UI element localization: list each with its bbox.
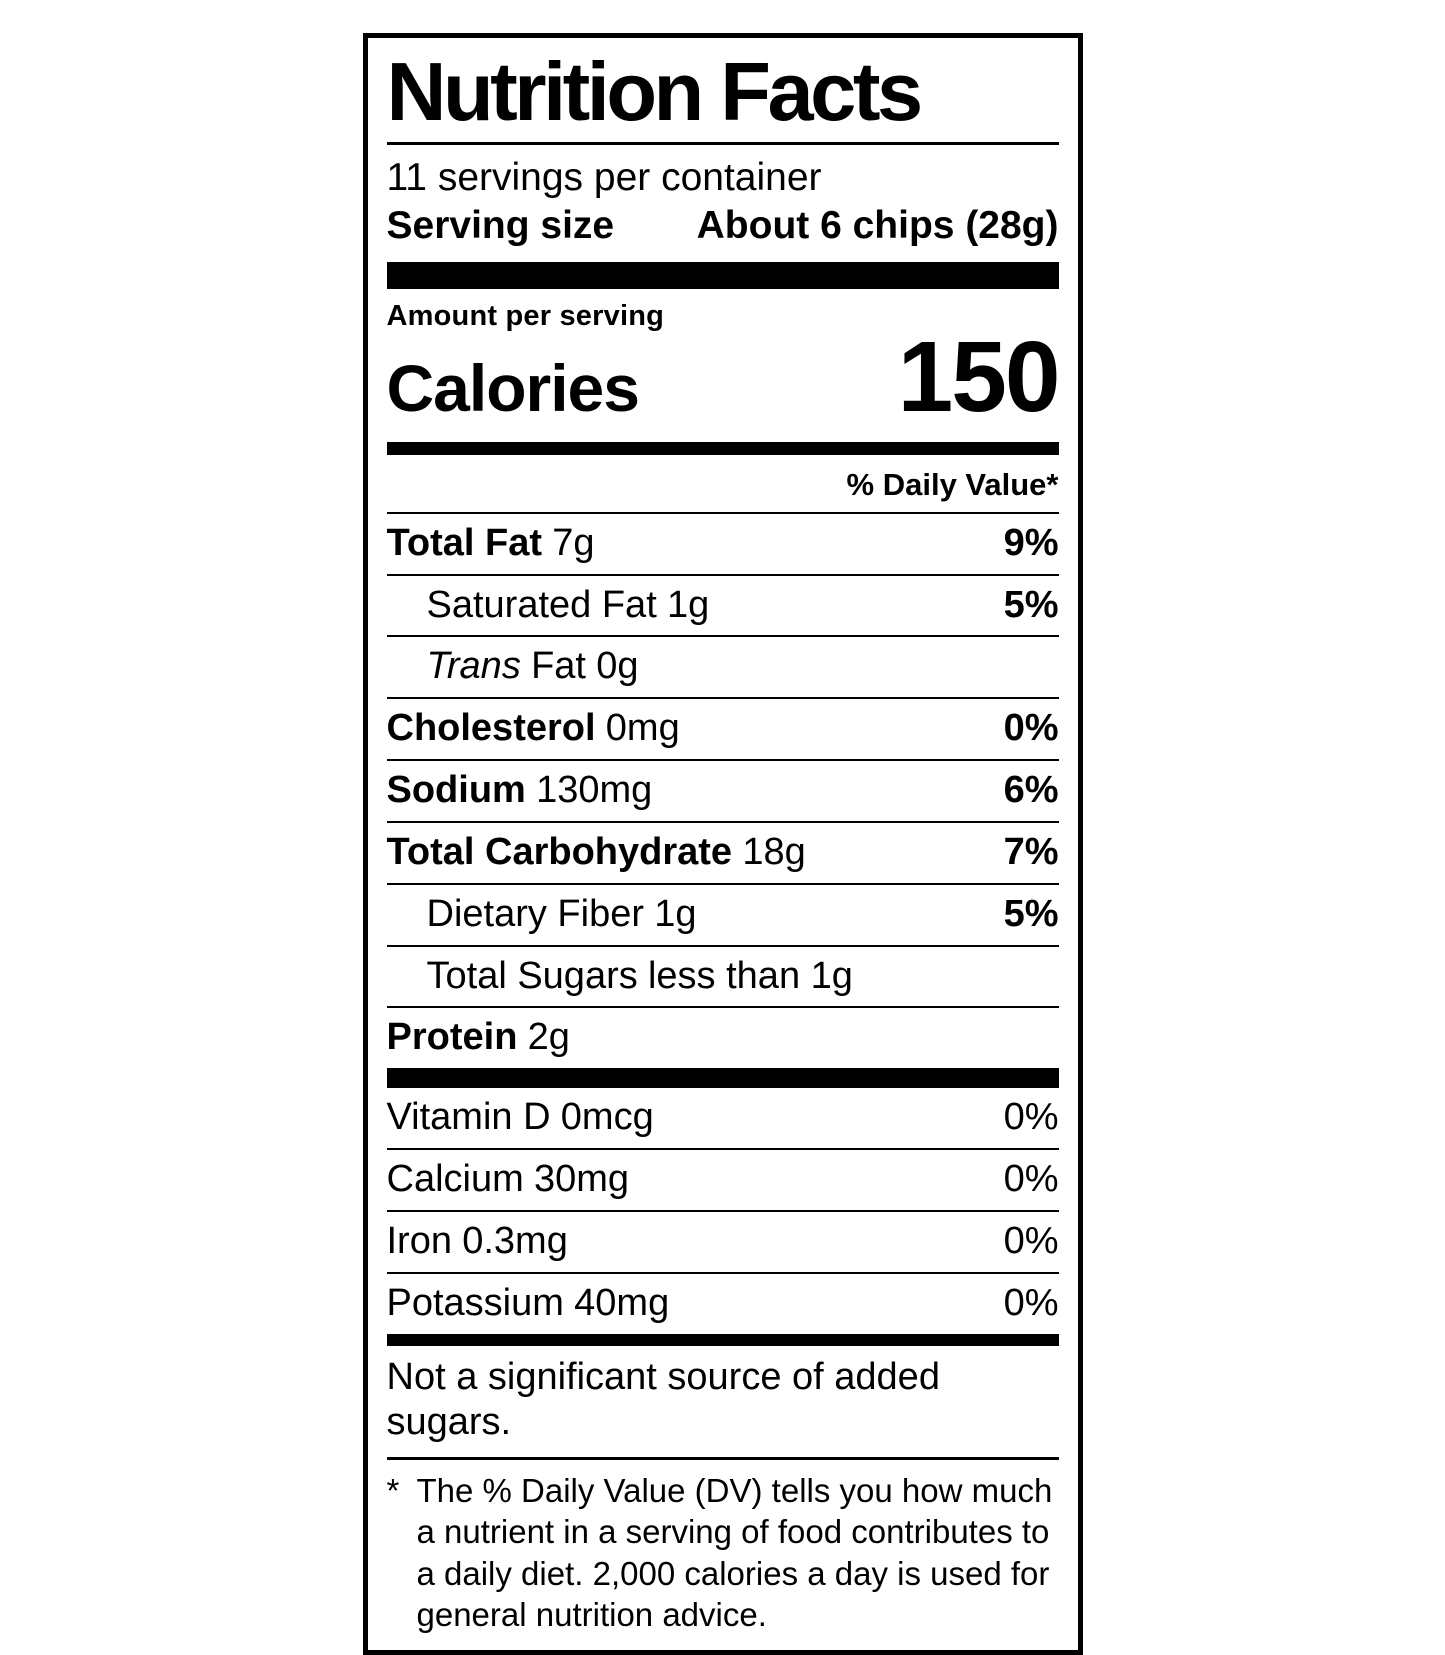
calories-value: 150: [897, 321, 1061, 434]
micronutrient-dv: 0%: [1003, 1281, 1059, 1324]
micronutrient-dv: 0%: [1003, 1219, 1059, 1262]
daily-value-footnote: * The % Daily Value (DV) tells you how m…: [387, 1460, 1059, 1636]
divider-bar-medium: [386, 441, 1059, 455]
serving-size-label: Serving size: [386, 204, 615, 248]
nutrient-dv: 6%: [1003, 769, 1059, 812]
nutrient-row-total-fat: Total Fat 7g 9%: [386, 514, 1059, 576]
footnote-asterisk: *: [386, 1471, 400, 1509]
nutrient-dv: 5%: [1003, 583, 1059, 626]
nutrition-facts-label: Nutrition Facts 11 servings per containe…: [362, 33, 1083, 1655]
nutrient-row-protein: Protein 2g: [387, 1008, 1059, 1068]
label-title: Nutrition Facts: [386, 45, 924, 138]
micronutrient-dv: 0%: [1003, 1158, 1059, 1201]
nutrient-rows: Total Fat 7g 9% Saturated Fat 1g 5% Trans F…: [386, 514, 1059, 1068]
title-divider: [386, 141, 1059, 145]
nutrient-row-dietary-fiber: Dietary Fiber 1g 5%: [386, 885, 1059, 947]
micronutrient-row-potassium: Potassium 40mg 0%: [387, 1274, 1059, 1334]
amount-per-serving-label: Amount per serving: [386, 300, 665, 333]
micronutrient-text: Calcium 30mg: [386, 1158, 630, 1201]
serving-size-row: Serving size About 6 chips (28g): [387, 204, 1059, 249]
nutrient-row-trans-fat: Trans Fat 0g: [386, 637, 1059, 700]
nutrient-text: Dietary Fiber 1g: [426, 892, 697, 935]
micronutrient-text: Potassium 40mg: [386, 1281, 670, 1324]
micronutrient-rows: Vitamin D 0mcg 0% Calcium 30mg 0% Iron 0.3m…: [386, 1088, 1059, 1334]
divider-bar-thin: [386, 1333, 1059, 1346]
nutrient-row-cholesterol: Cholesterol 0mg 0%: [386, 699, 1059, 762]
calories-label: Calories: [386, 351, 640, 426]
nutrient-dv: 0%: [1003, 707, 1059, 750]
divider-bar-thick: [386, 262, 1059, 290]
micronutrient-dv: 0%: [1003, 1096, 1059, 1139]
nutrient-text: Trans Fat 0g: [426, 645, 639, 688]
servings-per-container: 11 servings per container: [386, 155, 822, 199]
nutrient-dv: 5%: [1003, 892, 1059, 935]
serving-size-value: About 6 chips (28g): [696, 204, 1059, 248]
nutrient-text: Cholesterol 0mg: [386, 707, 680, 750]
nutrient-text: Total Carbohydrate 18g: [386, 830, 806, 873]
divider-bar-midthick: [386, 1068, 1059, 1089]
micronutrient-row-vitamin-d: Vitamin D 0mcg 0%: [386, 1088, 1059, 1151]
nutrient-row-saturated-fat: Saturated Fat 1g 5%: [386, 576, 1059, 638]
nutrient-text: Total Sugars less than 1g: [426, 954, 853, 997]
nutrient-text: Sodium 130mg: [386, 769, 653, 812]
micronutrient-row-calcium: Calcium 30mg 0%: [386, 1150, 1059, 1212]
added-sugars-note: Not a significant source of added sugars…: [386, 1346, 1059, 1460]
daily-value-header: % Daily Value*: [386, 455, 1059, 514]
micronutrient-text: Vitamin D 0mcg: [386, 1096, 654, 1139]
nutrient-row-sodium: Sodium 130mg 6%: [386, 761, 1059, 823]
nutrient-dv: 9%: [1003, 521, 1059, 564]
nutrient-row-total-sugars: Total Sugars less than 1g: [386, 947, 1059, 1009]
micronutrient-text: Iron 0.3mg: [386, 1219, 568, 1262]
nutrient-text: Protein 2g: [386, 1016, 570, 1059]
nutrient-text: Total Fat 7g: [386, 521, 595, 564]
footnote-text: The % Daily Value (DV) tells you how muc…: [416, 1471, 1053, 1634]
micronutrient-row-iron: Iron 0.3mg 0%: [386, 1212, 1059, 1274]
nutrient-row-total-carbohydrate: Total Carbohydrate 18g 7%: [386, 823, 1059, 885]
calories-row: Calories 150: [386, 321, 1061, 434]
nutrient-dv: 7%: [1003, 830, 1059, 873]
nutrient-text: Saturated Fat 1g: [426, 583, 710, 626]
